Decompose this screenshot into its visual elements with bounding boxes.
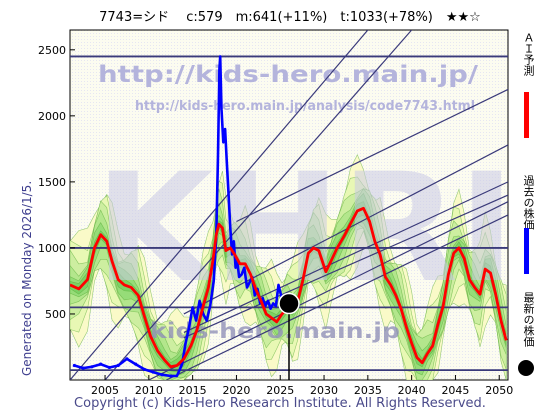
prediction-band	[70, 188, 507, 380]
legend-label-past-price: 過去の株価	[522, 175, 535, 230]
copyright-footer: Copyright (c) Kids-Hero Research Institu…	[74, 396, 486, 411]
past-price-point	[169, 374, 173, 378]
trend-line	[236, 88, 508, 223]
generated-date: Generated on Monday 2026/1/5.	[20, 180, 34, 376]
y-axis: 500 1000 1500 2000 2500	[38, 44, 75, 321]
watermark-url-main: http://kids-hero.main.jp/	[98, 62, 479, 88]
legend-swatch-ai-forecast	[524, 92, 529, 138]
trend-line	[166, 214, 508, 380]
y-tick-label: 1000	[38, 242, 66, 255]
past-price-point	[151, 370, 155, 374]
past-price-point	[134, 362, 138, 366]
legend-label-ai-forecast: ＡＩ予測	[522, 32, 535, 76]
x-tick-label: 2020	[222, 384, 250, 397]
x-tick-label: 2030	[310, 384, 338, 397]
y-tick-label: 2500	[38, 44, 66, 57]
legend: ＡＩ予測 過去の株価 最新の株価	[516, 30, 540, 380]
chart-title: 7743=シド c:579 m:641(+11%) t:1033(+78%) ★…	[99, 10, 481, 25]
watermark-mid-text: kids-hero.main.jp	[150, 319, 400, 343]
past-price-point	[99, 362, 103, 366]
past-price-point	[160, 373, 164, 377]
past-price-point	[72, 363, 76, 368]
trend-line	[70, 30, 369, 380]
series-past-price-line	[74, 55, 290, 378]
past-price-point	[107, 365, 112, 370]
x-tick-label: 2050	[485, 384, 513, 397]
trend-line	[183, 181, 508, 333]
x-tick-label: 2025	[266, 384, 294, 397]
y-tick-label: 1500	[38, 176, 66, 189]
x-tick-label: 2045	[441, 384, 469, 397]
past-price-point	[90, 365, 94, 369]
x-tick-label: 2005	[91, 384, 119, 397]
legend-label-latest-price: 最新の株価	[522, 292, 535, 347]
past-price-point	[116, 363, 120, 368]
trend-line	[148, 201, 508, 380]
x-tick-label: 2015	[179, 384, 207, 397]
past-price-point	[81, 366, 85, 370]
x-axis: 2005 2010 2015 2020 2025 2030 2035 2040 2045 2050	[91, 375, 513, 397]
trend-line	[183, 144, 508, 315]
trend-line	[104, 30, 413, 380]
trend-lines	[70, 30, 508, 380]
x-tick-label: 2040	[398, 384, 426, 397]
y-tick-label: 500	[45, 308, 66, 321]
x-tick-label: 2035	[354, 384, 382, 397]
past-price-point	[142, 367, 147, 372]
watermark-url-sub: http://kids-hero.main.jp/analysis/code77…	[135, 99, 475, 114]
y-tick-label: 2000	[38, 110, 66, 123]
past-price-point	[125, 357, 129, 361]
latest-price-dot	[278, 292, 300, 315]
latest-marker	[278, 292, 300, 380]
x-tick-label: 2010	[135, 384, 163, 397]
legend-swatch-past-price	[524, 228, 529, 274]
trend-line	[183, 194, 508, 339]
legend-swatch-latest-price	[518, 360, 534, 376]
